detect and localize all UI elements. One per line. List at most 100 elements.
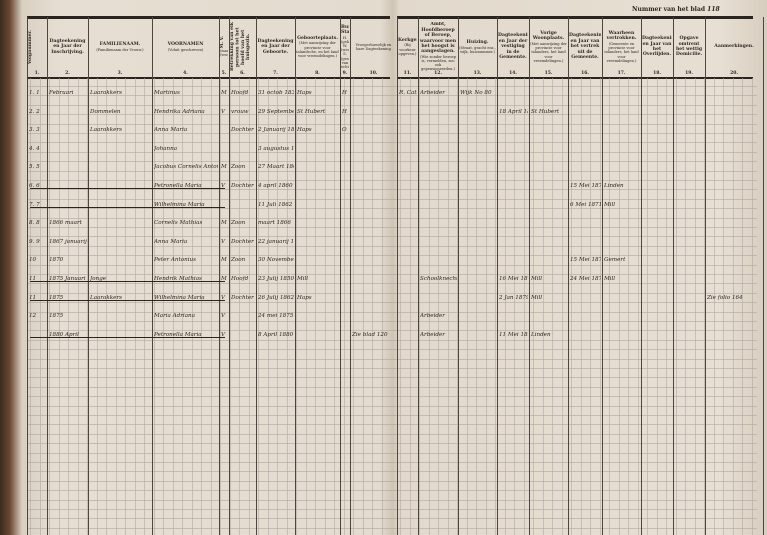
register-cell: 4 april 1860 [258, 183, 293, 189]
column-title: Dagteekening en Jaar der Inschrijving. [49, 38, 86, 55]
column-rule [458, 17, 459, 535]
register-cell: Zoon [231, 164, 246, 171]
column-number: 20. [730, 71, 738, 76]
fine-rule [514, 78, 515, 535]
fine-rule [742, 78, 743, 535]
register-cell: 26 Julij 1862 [258, 294, 294, 301]
fine-rule [666, 78, 667, 535]
register-cell: Schoolknecht [420, 276, 457, 282]
column-header: Dagteekening en Jaar van het vertrek uit… [569, 22, 601, 72]
fine-rule [182, 78, 183, 535]
column-number: 2. [65, 71, 70, 76]
column-rule [88, 17, 89, 535]
register-cell: M [221, 257, 227, 264]
column-title: Opgave omtrent het wettig Domicilie. [675, 36, 703, 58]
register-cell: Hendrik Mathias [154, 276, 202, 282]
column-subtitle: (mannelijk) (vrouwelijk) [220, 49, 228, 58]
register-cell: 11 Juli 1862 [258, 201, 293, 208]
column-title: Dagteekening en Jaar der vestiging in de… [498, 33, 528, 61]
register-cell: Dochter [231, 238, 254, 245]
register-cell: V [221, 108, 226, 115]
grid-line [27, 339, 757, 341]
column-title: Aanmerkingen. [714, 44, 754, 50]
fine-rule [334, 78, 335, 535]
grid-line [27, 86, 757, 87]
column-rule [497, 17, 498, 535]
grid-line [27, 311, 757, 313]
register-cell: Cornelis Mathias [154, 220, 203, 227]
column-number: 4. [183, 71, 188, 76]
fine-rule [704, 78, 705, 535]
column-title: VOORNAMEN [167, 42, 204, 48]
column-header: Vorige Woonplaats. (Met aanwijzing der pr… [530, 22, 567, 72]
grid-line [27, 142, 757, 144]
top-rule-right [397, 16, 753, 19]
fine-rule [210, 78, 212, 535]
register-cell: 12 [29, 313, 37, 320]
column-number: 7. [273, 71, 278, 76]
column-rule [705, 17, 706, 535]
column-number: 6. [240, 71, 245, 76]
register-cell: Dochter [231, 127, 254, 134]
register-cell: Linden [604, 183, 624, 189]
grid-line [27, 490, 757, 492]
register-cell: 22 januarij 1867 [258, 238, 294, 245]
fine-rule [533, 78, 534, 535]
fine-rule [248, 78, 250, 535]
grid-line [27, 133, 757, 134]
fine-rule [343, 78, 345, 535]
register-cell: Mill [604, 201, 616, 208]
grid-line [27, 377, 757, 379]
register-cell: Maria Adriana [154, 313, 195, 320]
column-header: Volgnummer. [28, 22, 46, 72]
register-cell: Zoon [231, 257, 246, 264]
column-header: Waarheen vertrokken. (Gemeente en provinc… [603, 22, 640, 72]
register-cell: Dochter [231, 183, 254, 189]
column-subtitle: (Voluit geschreven) [167, 47, 204, 52]
register-cell: Gemert [604, 257, 626, 264]
fine-rule [609, 78, 610, 535]
fine-rule [523, 78, 525, 535]
column-rule [219, 17, 220, 535]
column-rule [641, 17, 642, 535]
grid-line [27, 170, 757, 172]
register-cell: H [342, 108, 347, 115]
register-cell: Hoofd [231, 90, 249, 96]
column-rule [340, 17, 341, 535]
register-cell: Wilhelmina Maria [154, 201, 205, 208]
fine-rule [229, 78, 231, 535]
register-cell: Laarakkers [90, 294, 123, 301]
grid-line [27, 349, 757, 351]
fine-rule [580, 78, 582, 535]
grid-line [27, 217, 757, 219]
register-cell: Peter Antonius [154, 257, 196, 264]
grid-line [27, 405, 757, 407]
column-subtitle: (Familienaam der Vrouw.) [96, 47, 144, 52]
register-cell: Petronella Maria [154, 331, 202, 338]
column-title: M. V. [220, 36, 225, 50]
fine-rule [58, 78, 60, 535]
register-cell: 8. 8 [29, 220, 40, 227]
register-cell: Jonge [90, 276, 107, 282]
grid-line [27, 208, 757, 210]
fine-rule [694, 78, 696, 535]
register-cell: 9. 9 [29, 238, 40, 245]
grid-line [27, 386, 757, 388]
register-cell: Laarakkers [90, 90, 123, 96]
grid-line [27, 330, 757, 332]
register-cell: St Hubert [531, 108, 560, 115]
grid-line [27, 509, 757, 510]
column-header: Burgerlijke Staat.H. (gehuwd) W. (weduwn… [341, 22, 349, 72]
register-cell: Laarakkers [90, 127, 123, 134]
register-cell: V [221, 294, 226, 301]
register-cell: 1867 januarij 22 [49, 238, 87, 245]
register-cell: Petronella Maria [154, 183, 202, 189]
register-cell: 24 Mei 1879 [570, 276, 601, 282]
column-header: Dagteekening en Jaar der vestiging in de… [498, 22, 528, 72]
register-cell: Haps [297, 90, 312, 96]
fine-rule [381, 78, 383, 535]
column-subtitle: (Gemeente en provincie voor inlanders, h… [604, 41, 639, 63]
column-title: Dagteekening en Jaar van het vertrek uit… [569, 33, 601, 61]
grid-line [27, 151, 757, 153]
grid-line [27, 415, 757, 416]
